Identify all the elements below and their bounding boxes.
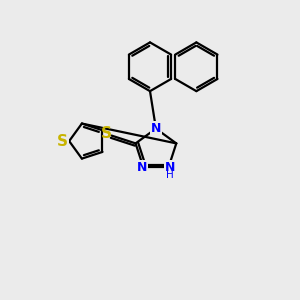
Text: N: N — [165, 161, 175, 174]
Text: N: N — [137, 161, 147, 174]
Text: N: N — [151, 122, 161, 134]
Text: S: S — [57, 134, 68, 148]
Text: S: S — [101, 126, 112, 141]
Text: H: H — [166, 170, 174, 180]
